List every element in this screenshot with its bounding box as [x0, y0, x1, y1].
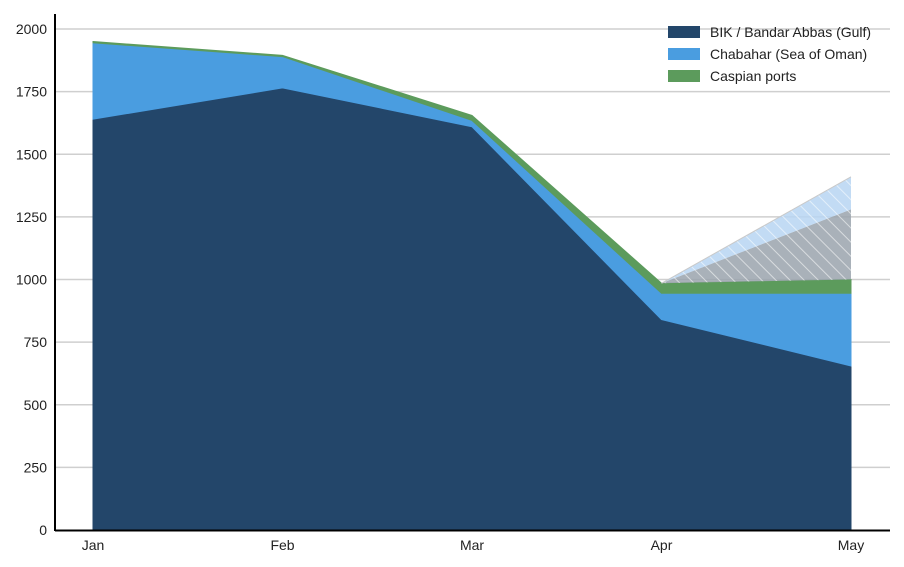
projection-hatch-lower [661, 209, 851, 284]
y-tick-label-1250: 1250 [16, 209, 47, 225]
y-tick-label-1500: 1500 [16, 146, 47, 162]
legend-label-3: Caspian ports [710, 68, 796, 84]
projection-overlay [661, 176, 852, 284]
y-tick-labels: 0 250 500 750 1000 1250 1500 1750 2000 [16, 21, 47, 538]
legend-swatch-3 [668, 70, 700, 82]
y-tick-label-0: 0 [39, 522, 47, 538]
y-tick-label-500: 500 [24, 397, 48, 413]
legend-label-1: BIK / Bandar Abbas (Gulf) [710, 24, 871, 40]
area-series [92, 41, 852, 531]
legend-swatch-2 [668, 48, 700, 60]
legend-label-2: Chabahar (Sea of Oman) [710, 46, 867, 62]
x-tick-labels: Jan Feb Mar Apr May [82, 537, 865, 553]
x-tick-label-mar: Mar [460, 537, 484, 553]
y-tick-label-1000: 1000 [16, 272, 47, 288]
legend: BIK / Bandar Abbas (Gulf) Chabahar (Sea o… [668, 24, 871, 84]
y-tick-label-750: 750 [24, 334, 48, 350]
x-tick-label-may: May [838, 537, 864, 553]
x-tick-label-feb: Feb [270, 537, 294, 553]
x-tick-label-apr: Apr [651, 537, 673, 553]
projection-edge [661, 176, 852, 284]
y-tick-label-250: 250 [24, 459, 48, 475]
axes [54, 14, 890, 532]
x-tick-label-jan: Jan [82, 537, 105, 553]
y-tick-label-1750: 1750 [16, 84, 47, 100]
legend-swatch-1 [668, 26, 700, 38]
y-tick-label-2000: 2000 [16, 21, 47, 37]
area-series-3 [92, 41, 852, 294]
